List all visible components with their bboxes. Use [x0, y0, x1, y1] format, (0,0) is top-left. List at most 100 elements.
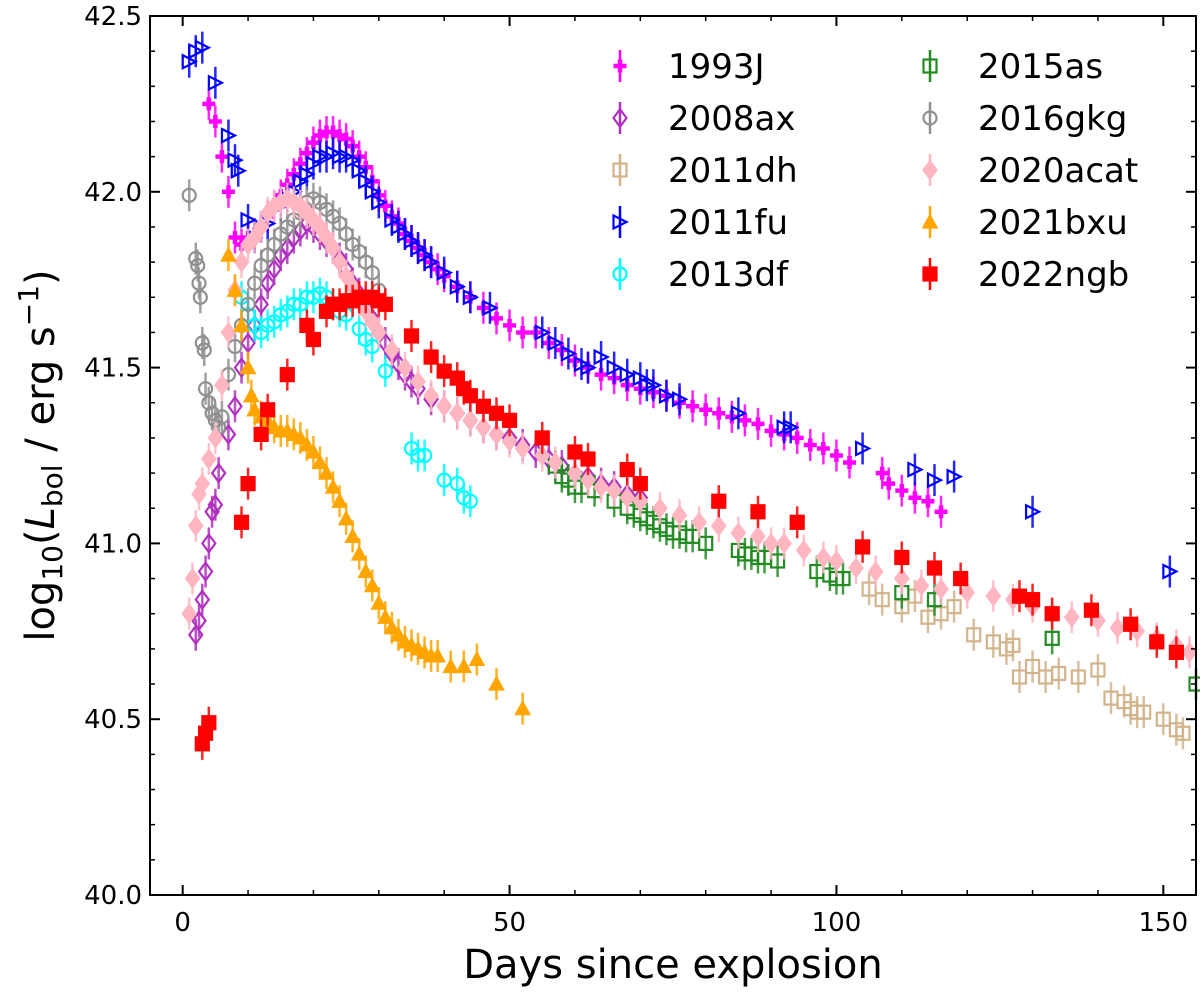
legend-label-2022ngb: 2022ngb	[978, 255, 1129, 295]
data-point-1993J-42	[516, 325, 530, 339]
data-point-2022ngb-37	[854, 539, 871, 555]
data-point-2022ngb-43	[1044, 606, 1060, 622]
data-point-2011fu-55	[907, 461, 924, 478]
legend-label-2020acat: 2020acat	[978, 151, 1138, 191]
data-point-2020acat-67	[959, 582, 976, 604]
data-point-2020acat-44	[547, 451, 564, 474]
data-point-2020acat-34	[410, 371, 426, 393]
data-point-2022ngb-34	[711, 493, 727, 509]
data-point-1993J-63	[790, 431, 804, 445]
data-point-2022ngb-25	[462, 388, 478, 404]
data-point-2016gkg-7	[197, 381, 214, 397]
data-point-2020acat-72	[1063, 606, 1080, 628]
data-point-2020acat-61	[828, 550, 845, 572]
x-tick-label-1: 50	[493, 908, 526, 938]
data-point-2021bxu-4	[242, 386, 260, 403]
data-point-2008ax-9	[227, 395, 243, 417]
data-point-1993J-72	[921, 494, 935, 508]
data-point-2022ngb-29	[534, 430, 550, 446]
legend-entry-2013df: 2013df	[612, 255, 789, 295]
data-point-2020acat-41	[501, 430, 518, 453]
data-point-1993J-1	[208, 114, 222, 128]
data-point-1993J-16	[306, 136, 320, 150]
data-point-2011dh-22	[1155, 711, 1171, 727]
data-point-2016gkg-6	[196, 342, 212, 358]
data-point-2016gkg-0	[181, 187, 197, 203]
data-point-2020acat-42	[514, 437, 531, 460]
data-point-2021bxu-15	[311, 453, 329, 470]
data-point-2011fu-3	[207, 74, 225, 92]
data-point-2021bxu-17	[324, 478, 342, 494]
data-point-2011fu-2	[194, 39, 212, 56]
legend-marker-2008ax	[612, 107, 628, 129]
data-point-2020acat-5	[200, 448, 217, 470]
series-2015as	[547, 450, 1200, 701]
data-point-2020acat-47	[593, 476, 609, 498]
data-point-2011fu-56	[926, 471, 944, 489]
data-point-2015as-31	[1044, 630, 1060, 646]
data-point-2020acat-50	[632, 490, 649, 512]
data-point-2011dh-14	[1051, 665, 1067, 682]
data-point-2021bxu-18	[331, 492, 348, 508]
data-point-2021bxu-23	[363, 576, 381, 593]
data-point-2011fu-51	[730, 405, 748, 422]
data-point-2022ngb-39	[926, 560, 943, 576]
data-point-2022ngb-28	[501, 412, 518, 428]
data-point-2020acat-55	[730, 522, 747, 544]
legend-label-2011fu: 2011fu	[668, 203, 788, 243]
data-point-2022ngb-40	[953, 570, 969, 587]
data-point-2011fu-48	[645, 376, 663, 394]
legend-label-2013df: 2013df	[668, 255, 789, 295]
y-label-open: (	[18, 529, 64, 545]
data-point-2008ax-3	[197, 560, 214, 583]
data-point-2020acat-54	[710, 515, 727, 537]
data-point-2015as-18	[698, 535, 714, 552]
series-2016gkg	[181, 179, 387, 444]
data-point-2011dh-21	[1136, 704, 1152, 720]
legend-marker-2011fu	[612, 213, 629, 231]
data-point-1993J-71	[908, 491, 922, 505]
data-point-2021bxu-5	[246, 400, 263, 417]
data-point-2022ngb-20	[403, 328, 420, 344]
data-point-2011fu-7	[240, 211, 258, 229]
data-point-2011dh-12	[1024, 658, 1041, 675]
legend: 1993J 2008ax 2011dh 2011fu 2013df 2015as 2016g…	[612, 47, 1138, 295]
data-point-2020acat-25	[331, 251, 348, 273]
data-point-2013df-23	[416, 447, 433, 464]
data-point-2020acat-2	[187, 515, 204, 537]
data-point-1993J-68	[875, 466, 889, 480]
data-point-2020acat-8	[220, 321, 237, 344]
data-point-2020acat-74	[1109, 617, 1126, 639]
data-point-2016gkg-17	[247, 275, 263, 291]
legend-marker-2011dh	[612, 162, 628, 178]
data-point-2021bxu-16	[318, 464, 335, 480]
data-point-1993J-70	[895, 484, 909, 498]
data-point-1993J-2	[215, 150, 229, 164]
legend-entry-2016gkg: 2016gkg	[922, 99, 1127, 139]
data-point-2020acat-39	[475, 416, 492, 438]
data-point-2022ngb-26	[475, 398, 492, 414]
data-point-2022ngb-30	[567, 444, 583, 460]
data-point-1993J-73	[934, 505, 948, 519]
data-point-2022ngb-5	[253, 426, 269, 443]
y-label-sub-bol: bol	[36, 464, 69, 507]
data-point-2020acat-65	[913, 574, 930, 597]
data-point-1993J-56	[699, 403, 713, 417]
data-point-2021bxu-14	[305, 443, 322, 459]
data-point-2016gkg-1	[188, 251, 204, 267]
data-point-1993J-0	[202, 97, 216, 111]
data-point-2021bxu-19	[337, 509, 355, 526]
data-point-2021bxu-12	[292, 429, 309, 445]
data-point-2016gkg-16	[240, 296, 256, 312]
data-point-2020acat-0	[181, 603, 198, 625]
legend-label-2011dh: 2011dh	[668, 151, 798, 191]
data-point-2022ngb-19	[377, 296, 393, 312]
data-point-2022ngb-32	[619, 461, 635, 478]
data-point-2022ngb-35	[750, 504, 766, 520]
data-point-2022ngb-2	[201, 715, 217, 731]
data-point-2020acat-53	[691, 511, 708, 533]
data-point-2021bxu-34	[442, 657, 460, 674]
data-point-2021bxu-33	[429, 647, 446, 663]
data-point-2016gkg-35	[364, 265, 380, 281]
data-point-2022ngb-47	[1168, 644, 1184, 660]
